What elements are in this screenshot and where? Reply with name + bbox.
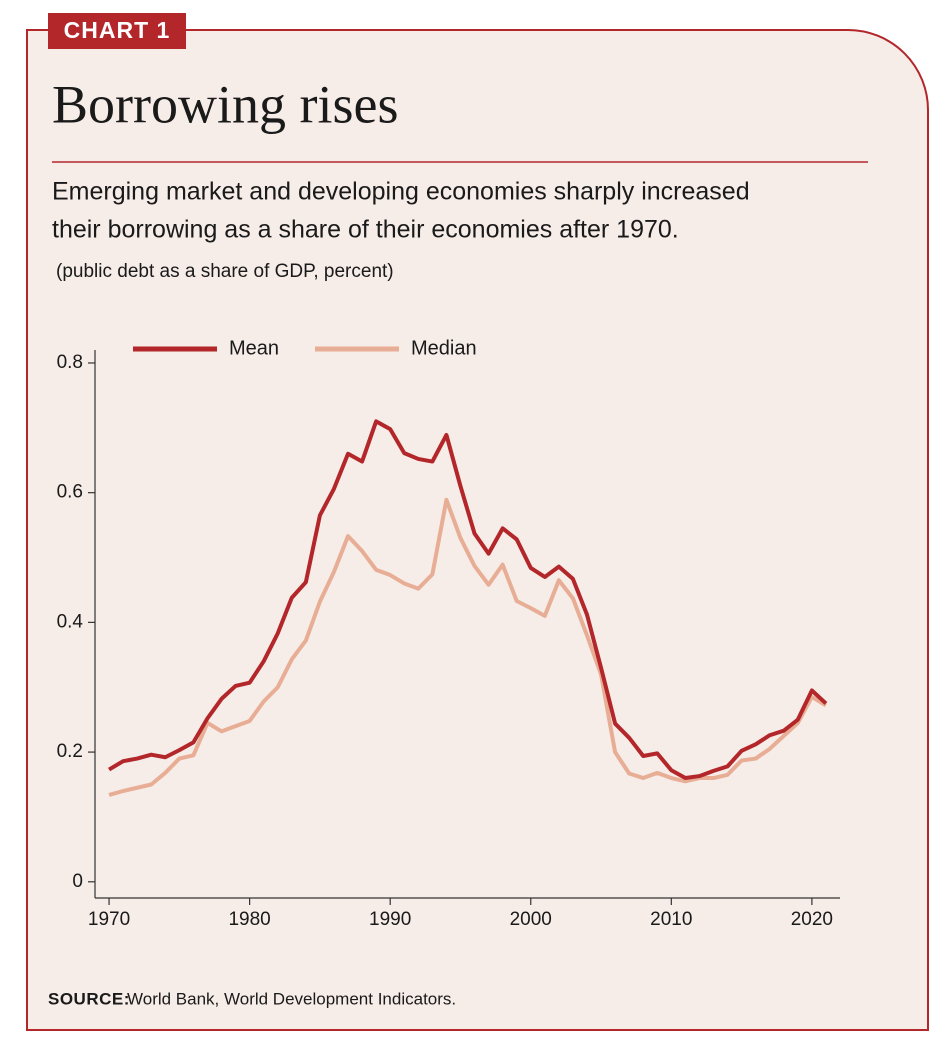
- note: (public debt as a share of GDP, percent): [56, 261, 394, 282]
- tag: CHART 1: [64, 17, 171, 43]
- subtitle: their borrowing as a share of their econ…: [52, 216, 679, 244]
- x-tick-label: 2010: [650, 909, 692, 930]
- x-tick-label: 1980: [228, 909, 270, 930]
- subtitle: Emerging market and developing economies…: [52, 178, 750, 206]
- legend-label: Median: [411, 337, 477, 359]
- y-tick-label: 0.8: [57, 352, 83, 373]
- x-tick-label: 2020: [791, 909, 833, 930]
- x-tick-label: 2000: [510, 909, 552, 930]
- source: World Bank, World Development Indicators…: [127, 989, 456, 1008]
- y-tick-label: 0.2: [57, 741, 83, 762]
- source-label: SOURCE:: [48, 989, 130, 1008]
- x-tick-label: 1990: [369, 909, 411, 930]
- y-tick-label: 0: [72, 871, 83, 892]
- x-tick-label: 1970: [88, 909, 130, 930]
- tag-background: [48, 13, 186, 49]
- legend-label: Mean: [229, 337, 279, 359]
- y-tick-label: 0.6: [57, 482, 83, 503]
- series-line: [108, 419, 828, 781]
- chart-title: Borrowing rises: [52, 74, 398, 134]
- y-tick-label: 0.4: [57, 611, 84, 632]
- series-line: [108, 497, 827, 797]
